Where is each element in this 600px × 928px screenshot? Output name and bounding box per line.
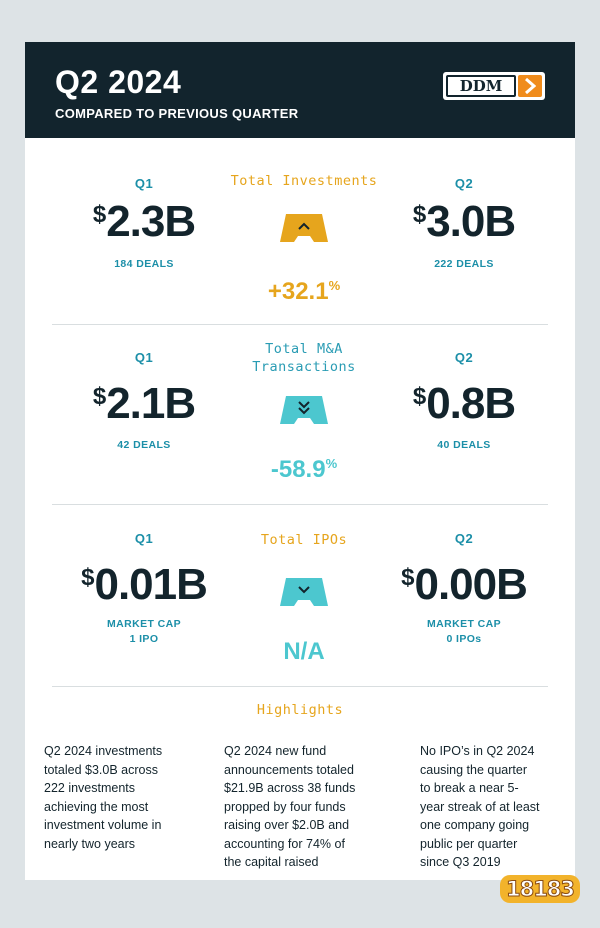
q2-label: Q2 <box>454 176 474 191</box>
highlight-line: investment volume in <box>44 818 162 832</box>
logo-text: DDM <box>446 75 516 97</box>
highlight-line: announcements totaled <box>224 762 354 777</box>
change-percent: +32.1% <box>204 278 404 306</box>
q2-market-cap-label: MARKET CAP <box>427 618 501 630</box>
q2-amount: 0.8B <box>426 379 516 428</box>
section-divider <box>52 324 548 325</box>
highlight-line: nearly two years <box>44 836 136 851</box>
q2-ipo-count: 0 IPOs <box>446 633 482 645</box>
highlight-line: year streak of at least <box>420 799 540 814</box>
chevron-down-icon <box>280 578 328 606</box>
q1-value: $2.1B <box>44 379 244 429</box>
logo-arrow-icon <box>518 75 542 97</box>
chevron-up-icon <box>280 214 328 242</box>
q1-amount: 2.3B <box>106 197 196 246</box>
currency-symbol: $ <box>412 201 426 228</box>
change-unit: % <box>325 456 338 471</box>
q1-label: Q1 <box>134 531 154 546</box>
q1-amount: 0.01B <box>94 560 207 609</box>
category-title-line2: Transactions <box>252 359 356 375</box>
change-percent: N/A <box>283 638 325 665</box>
q1-label: Q1 <box>134 350 154 365</box>
q2-value: $0.8B <box>364 379 564 429</box>
highlight-line: accounting for 74% of <box>224 836 345 851</box>
highlight-line: $21.9B across 38 funds <box>224 781 356 795</box>
q1-value: $0.01B <box>44 560 244 610</box>
category-title: Total IPOs <box>260 532 348 548</box>
highlight-line: one company going <box>420 818 530 832</box>
double-chevron-down-icon <box>280 396 328 424</box>
q2-deals: 222 DEALS <box>434 258 494 270</box>
section-divider <box>52 686 548 687</box>
highlight-line: 222 investments <box>44 781 136 795</box>
highlight-line: to break a near 5- <box>420 781 519 795</box>
highlight-funds: Q2 2024 new fund announcements totaled $… <box>224 742 355 872</box>
watermark-logo: 18183 <box>498 866 582 912</box>
currency-symbol: $ <box>92 201 106 228</box>
change-value: +32.1 <box>267 278 329 305</box>
ddm-logo: DDM <box>443 72 545 100</box>
currency-symbol: $ <box>92 383 106 410</box>
highlight-line: No IPO’s in Q2 2024 <box>420 744 535 758</box>
currency-symbol: $ <box>401 564 414 591</box>
q1-deals: 184 DEALS <box>114 258 174 270</box>
header-bar: Q2 2024 COMPARED TO PREVIOUS QUARTER DDM <box>25 42 575 138</box>
q2-deals: 40 DEALS <box>437 439 491 451</box>
q2-amount: 3.0B <box>426 197 516 246</box>
q2-amount: 0.00B <box>414 560 527 609</box>
change-unit: % <box>328 278 341 293</box>
page-title: Q2 2024 <box>55 64 182 100</box>
highlight-line: since Q3 2019 <box>420 855 501 869</box>
page-subtitle: COMPARED TO PREVIOUS QUARTER <box>55 106 299 121</box>
q1-market-cap-label: MARKET CAP <box>107 618 181 630</box>
category-title-line1: Total M&A <box>265 341 343 357</box>
highlight-line: raising over $2.0B and <box>224 818 350 832</box>
highlight-ipos: No IPO’s in Q2 2024 causing the quarter … <box>420 742 540 872</box>
q1-deals: 42 DEALS <box>117 439 171 451</box>
currency-symbol: $ <box>412 383 426 410</box>
currency-symbol: $ <box>81 564 94 591</box>
q2-value: $3.0B <box>364 197 564 247</box>
highlight-line: Q2 2024 investments <box>44 744 163 758</box>
highlight-line: Q2 2024 new fund <box>224 744 327 758</box>
highlight-line: causing the quarter <box>420 762 528 777</box>
highlight-line: the capital raised <box>224 855 319 869</box>
q1-label: Q1 <box>134 176 154 191</box>
watermark-text: 18183 <box>499 875 581 903</box>
highlight-line: public per quarter <box>420 836 518 851</box>
infographic-card <box>25 42 575 880</box>
q2-label: Q2 <box>454 350 474 365</box>
q1-ipo-count: 1 IPO <box>129 633 159 645</box>
category-title: Total Investments <box>230 173 378 189</box>
q2-value: $0.00B <box>364 560 564 610</box>
section-divider <box>52 504 548 505</box>
highlights-title: Highlights <box>256 702 344 718</box>
highlight-line: totaled $3.0B across <box>44 762 158 777</box>
highlight-investments: Q2 2024 investments totaled $3.0B across… <box>44 742 162 853</box>
change-percent: -58.9% <box>204 456 404 484</box>
highlight-line: achieving the most <box>44 799 149 814</box>
q2-label: Q2 <box>454 531 474 546</box>
highlight-line: propped by four funds <box>224 799 346 814</box>
change-value: -58.9 <box>270 456 326 483</box>
q1-value: $2.3B <box>44 197 244 247</box>
q1-amount: 2.1B <box>106 379 196 428</box>
